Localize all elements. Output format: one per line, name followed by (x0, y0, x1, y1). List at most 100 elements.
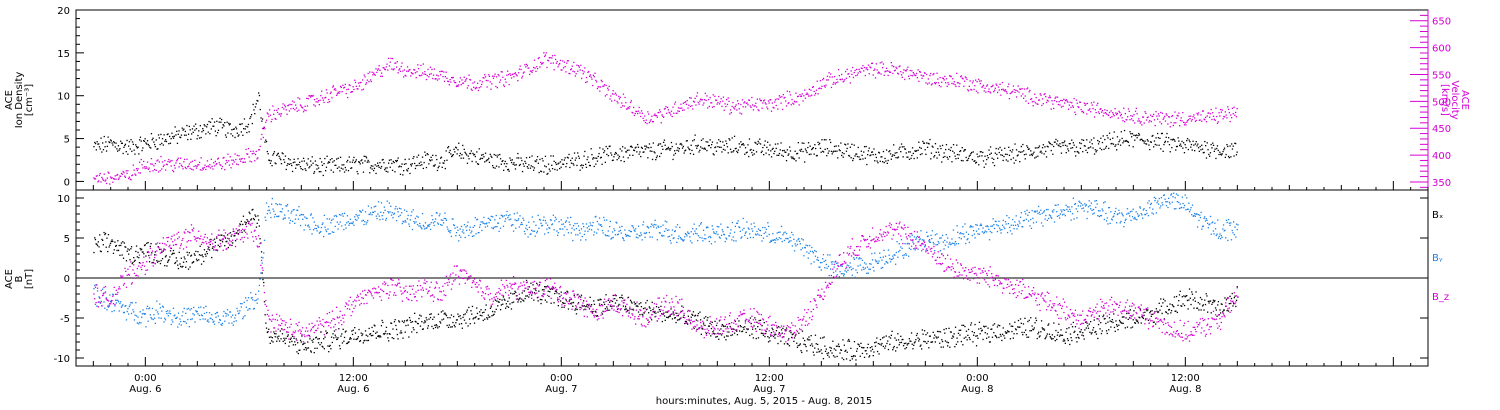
velocity-series-point (234, 153, 236, 155)
field-series-1-point (646, 299, 648, 302)
density-series-point (902, 156, 904, 158)
field-series-1-point (698, 327, 700, 329)
velocity-series-point (722, 96, 725, 98)
velocity-series-point (109, 183, 111, 185)
field-series-1-point (95, 243, 97, 245)
field-series-1-point (217, 244, 219, 246)
field-series-1-point (956, 337, 958, 339)
velocity-series-point (108, 172, 110, 174)
velocity-series-point (806, 92, 808, 94)
field-series-1-point (253, 219, 255, 221)
field-series-2-point (242, 318, 244, 320)
field-series-2-point (182, 320, 185, 323)
field-series-1-point (862, 347, 864, 349)
velocity-series-point (698, 103, 700, 105)
field-series-1-point (343, 340, 345, 342)
velocity-series-point (1002, 88, 1004, 90)
density-series-point (1079, 147, 1082, 149)
velocity-series-point (530, 70, 532, 72)
field-series-1-point (640, 306, 643, 308)
density-series-point (863, 146, 866, 148)
field-series-2-point (240, 306, 242, 308)
velocity-series-point (393, 68, 395, 70)
velocity-series-point (1124, 112, 1126, 115)
density-series-point (405, 163, 407, 165)
velocity-series-point (324, 97, 326, 99)
field-series-2-point (221, 324, 223, 326)
velocity-series-point (343, 87, 345, 89)
velocity-series-point (437, 75, 439, 77)
field-series-1-point (1170, 310, 1173, 312)
density-series-point (945, 148, 947, 151)
field-series-1-point (412, 327, 414, 329)
velocity-series-point (504, 78, 506, 80)
field-series-2-point (163, 321, 165, 323)
velocity-series-point (550, 62, 552, 64)
velocity-series-point (736, 109, 738, 111)
field-series-1-point (716, 335, 718, 338)
field-series-1-point (447, 326, 450, 328)
field-series-1-point (292, 344, 294, 346)
field-series-2-point (330, 219, 333, 221)
density-series-point (131, 141, 134, 143)
density-series-point (123, 146, 125, 148)
velocity-series-point (841, 73, 843, 76)
field-series-1-point (745, 331, 747, 334)
density-series-point (1015, 159, 1017, 161)
density-series-point (209, 133, 211, 135)
velocity-series-point (287, 104, 290, 106)
density-series-point (1200, 149, 1202, 151)
field-series-2-point (153, 314, 155, 316)
density-series-point (533, 167, 536, 169)
field-series-1-point (504, 299, 506, 301)
velocity-series-point (802, 100, 804, 102)
field-series-1-point (843, 344, 845, 346)
density-series-point (320, 171, 322, 173)
velocity-series-point (1122, 120, 1124, 122)
field-series-1-point (799, 343, 801, 345)
field-series-1-point (1095, 333, 1098, 335)
field-series-1-point (983, 325, 985, 327)
field-series-2-point (145, 326, 147, 328)
field-series-1-point (227, 246, 229, 249)
velocity-series-point (1127, 116, 1129, 118)
field-series-1-point (818, 351, 820, 353)
field-series-1-point (557, 305, 559, 307)
field-series-1-point (212, 246, 214, 248)
density-series-point (1130, 133, 1132, 135)
velocity-series-point (474, 88, 476, 90)
field-series-1-point (251, 209, 253, 211)
density-series-point (607, 155, 610, 157)
field-series-1-point (448, 324, 450, 326)
field-series-1-point (797, 344, 799, 347)
density-series-point (603, 151, 605, 154)
field-series-1-point (320, 342, 323, 344)
velocity-series-point (244, 161, 246, 163)
density-series-point (691, 149, 693, 152)
field-series-1-point (338, 328, 340, 330)
field-series-2 (93, 192, 1239, 328)
field-series-1-point (266, 331, 268, 334)
density-series-point (424, 151, 426, 153)
field-series-2-point (169, 310, 171, 312)
field-series-1-point (720, 334, 723, 336)
field-series-2-point (259, 278, 261, 280)
field-series-2-point (372, 211, 374, 213)
velocity-series-point (295, 104, 297, 106)
velocity-series-point (387, 69, 389, 71)
velocity-series-point (911, 75, 914, 77)
density-series-point (213, 125, 215, 127)
field-series-1-point (626, 310, 628, 312)
velocity-series-point (774, 99, 777, 101)
velocity-series-point (1116, 113, 1118, 116)
velocity-series-point (1008, 98, 1011, 100)
field-series-1-point (1112, 321, 1114, 324)
field-series-1-point (153, 259, 155, 261)
velocity-series-point (916, 77, 918, 79)
field-series-1-point (1022, 323, 1025, 325)
density-series-point (578, 157, 580, 159)
field-series-1-point (980, 330, 983, 332)
field-series-1-point (395, 324, 397, 327)
density-series-point (191, 133, 193, 135)
density-series-point (726, 146, 729, 148)
